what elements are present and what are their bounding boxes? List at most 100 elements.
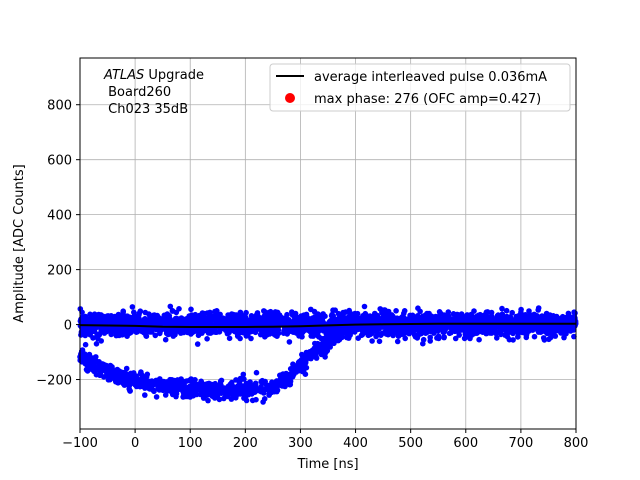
scatter-point <box>254 321 261 327</box>
scatter-point <box>164 329 170 335</box>
scatter-point <box>376 338 383 345</box>
scatter-point <box>261 390 267 396</box>
scatter-point <box>565 323 572 330</box>
legend-box <box>269 63 571 112</box>
scatter-point <box>308 306 314 313</box>
scatter-point <box>88 360 94 366</box>
scatter-point <box>388 312 395 318</box>
scatter-point <box>92 311 98 318</box>
scatter-point <box>225 316 232 323</box>
scatter-point <box>488 330 495 336</box>
legend-label-max-phase: max phase: 276 (OFC amp=0.427) <box>314 92 541 107</box>
scatter-point <box>466 331 473 337</box>
scatter-point <box>95 311 102 318</box>
scatter-point <box>123 314 130 321</box>
scatter-point <box>563 315 570 321</box>
scatter-point <box>476 336 482 343</box>
scatter-point <box>235 313 242 319</box>
scatter-point <box>499 305 505 312</box>
scatter-point <box>217 311 223 318</box>
scatter-point <box>178 315 185 321</box>
scatter-point <box>266 331 273 337</box>
scatter-point <box>414 335 421 341</box>
scatter-point <box>263 311 270 318</box>
scatter-point <box>252 329 259 336</box>
scatter-point <box>550 313 557 319</box>
scatter-point <box>373 333 379 340</box>
scatter-point <box>258 384 264 390</box>
scatter-point <box>170 319 176 325</box>
x-axis-title: Time [ns] <box>296 457 358 472</box>
scatter-point <box>82 332 88 339</box>
scatter-point <box>273 318 280 325</box>
scatter-point <box>369 338 375 344</box>
plot-frame <box>79 57 577 430</box>
scatter-point <box>384 330 391 337</box>
scatter-point <box>299 351 305 358</box>
scatter-point <box>364 316 370 323</box>
scatter-point <box>459 312 465 319</box>
scatter-point <box>121 369 127 376</box>
scatter-point <box>210 316 216 323</box>
scatter-point <box>313 355 320 361</box>
scatter-point <box>156 379 162 385</box>
annotation: ATLAS Upgrade Board260 Ch023 35dB <box>103 68 204 117</box>
scatter-point <box>308 348 315 355</box>
scatter-point <box>369 330 376 337</box>
scatter-point <box>147 329 153 335</box>
scatter-point <box>113 327 120 334</box>
scatter-point <box>96 362 103 368</box>
scatter-point <box>538 314 545 321</box>
scatter-point <box>452 335 459 342</box>
scatter-point <box>551 325 557 332</box>
scatter-point <box>123 377 129 383</box>
scatter-point <box>80 356 87 363</box>
scatter-point <box>362 312 368 318</box>
scatter-point <box>313 319 320 325</box>
scatter-point <box>297 365 303 372</box>
scatter-point <box>402 328 409 335</box>
scatter-point <box>267 315 274 322</box>
scatter-point <box>343 334 350 341</box>
scatter-point <box>555 327 562 334</box>
x-tick-label: 400 <box>343 436 368 451</box>
scatter-point <box>138 319 144 326</box>
scatter-point <box>204 392 210 399</box>
scatter-point <box>221 385 227 391</box>
scatter-point <box>143 332 149 339</box>
x-tick-label: 700 <box>508 436 533 451</box>
scatter-point <box>214 385 221 392</box>
scatter-point <box>479 329 486 336</box>
scatter-point <box>189 329 195 336</box>
scatter-point <box>410 327 417 333</box>
scatter-point <box>185 386 192 392</box>
scatter-point <box>233 395 239 401</box>
scatter-point <box>391 323 398 330</box>
scatter-point <box>89 328 95 334</box>
scatter-point <box>143 374 150 380</box>
scatter-point <box>106 370 112 377</box>
scatter-point <box>190 385 196 391</box>
scatter-point <box>153 319 159 326</box>
scatter-point <box>346 326 353 333</box>
scatter-point <box>240 371 247 378</box>
scatter-point <box>164 311 171 317</box>
scatter-point <box>188 306 194 313</box>
scatter-point <box>128 380 134 387</box>
scatter-point <box>129 304 136 310</box>
scatter-point <box>431 328 437 334</box>
scatter-point <box>207 309 213 316</box>
scatter-point <box>181 385 187 391</box>
scatter-point <box>503 314 509 320</box>
scatter-point <box>535 307 541 313</box>
scatter-point <box>324 336 331 343</box>
scatter-point <box>127 388 133 394</box>
scatter-point <box>87 366 94 372</box>
x-tick-label: −100 <box>62 436 98 451</box>
legend-dot-marker <box>285 93 295 103</box>
scatter-point <box>296 333 302 339</box>
scatter-point <box>394 330 400 336</box>
scatter-point <box>503 307 510 314</box>
y-tick-label: 600 <box>47 154 72 169</box>
scatter-point <box>227 382 233 389</box>
